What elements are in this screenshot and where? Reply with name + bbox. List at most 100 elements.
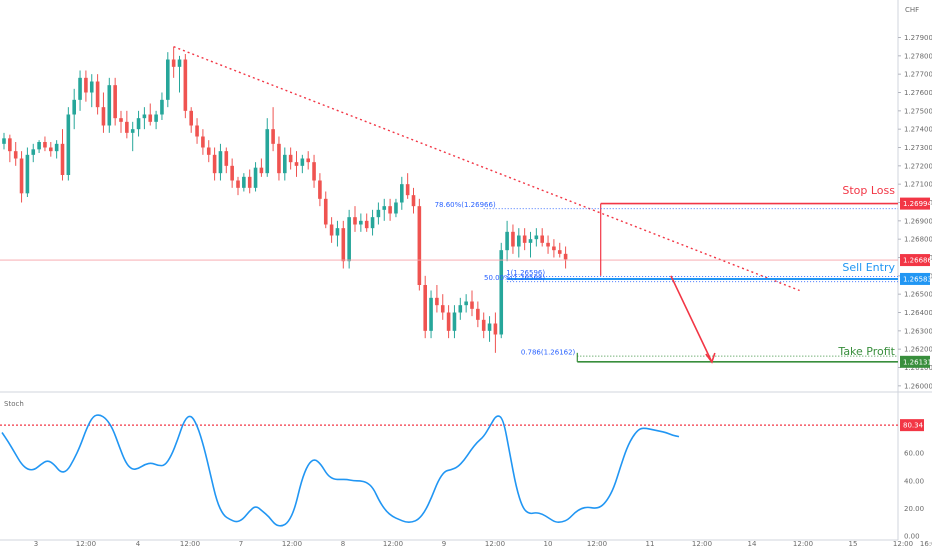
candle — [376, 202, 381, 225]
candle — [25, 147, 30, 197]
candle-body — [528, 239, 533, 243]
price-tick-label: 1.26000 — [904, 382, 932, 390]
time-tick-label: 7 — [239, 540, 243, 548]
stoch-tick-label: 60.00 — [904, 450, 924, 458]
candle-body — [522, 235, 527, 243]
candle-body — [125, 121, 129, 133]
candle-body — [101, 107, 106, 126]
candle-body — [382, 206, 387, 210]
candle-body — [347, 217, 351, 262]
candle-body — [259, 167, 264, 174]
candle-body — [499, 250, 504, 335]
candle-body — [540, 235, 544, 243]
candle — [511, 224, 515, 254]
price-tick-label: 1.27300 — [904, 144, 932, 152]
candle — [8, 134, 12, 163]
candle-body — [359, 220, 363, 225]
time-tick-label: 12:00 — [180, 540, 200, 548]
candle — [78, 70, 82, 111]
stoch-tick-label: 0.00 — [904, 533, 920, 541]
candle — [288, 147, 293, 170]
candle-body — [177, 59, 182, 67]
candle-body — [405, 184, 410, 196]
candle-body — [78, 77, 82, 100]
time-tick-label: 12:00 — [893, 540, 913, 548]
candle — [160, 92, 164, 120]
candle-body — [446, 312, 451, 331]
candle-body — [364, 220, 369, 229]
time-tick-label: 12:00 — [793, 540, 813, 548]
price-tick-label: 1.26800 — [904, 236, 932, 244]
candle — [166, 52, 170, 108]
time-tick-label: 4 — [136, 540, 141, 548]
price-tick-label: 1.27800 — [904, 52, 932, 60]
candle-body — [253, 167, 258, 188]
candle — [517, 228, 521, 258]
candle — [148, 103, 153, 126]
candle — [487, 316, 492, 342]
candle-body — [470, 301, 474, 309]
candle-body — [37, 142, 41, 150]
candle — [540, 228, 544, 247]
take-profit-price-tag-text: 1.26131 — [903, 358, 932, 366]
price-tick-label: 1.27700 — [904, 71, 932, 79]
candle-body — [458, 305, 463, 313]
candle — [189, 107, 193, 133]
time-tick-label: 14 — [748, 540, 757, 548]
candle-body — [271, 129, 275, 144]
price-tick-label: 1.27900 — [904, 34, 932, 42]
price-tick-label: 1.26200 — [904, 346, 932, 354]
candle — [446, 305, 451, 339]
price-tick-label: 1.26400 — [904, 309, 932, 317]
candle-body — [487, 323, 492, 331]
fib-level-label: 50.00%(1.26568) — [484, 274, 545, 282]
current-price-tag-text: 1.26686 — [903, 257, 932, 265]
candle — [563, 246, 568, 269]
candle-body — [49, 147, 53, 152]
candle — [440, 294, 445, 320]
candle — [347, 209, 351, 269]
candle — [136, 110, 141, 137]
candle — [247, 169, 252, 194]
candle-body — [195, 125, 199, 137]
time-tick-label: 3 — [34, 540, 38, 548]
candle-body — [236, 180, 240, 188]
candle — [177, 55, 182, 93]
price-axis[interactable]: 1.26000 1.26100 1.26200 1.26300 1.26400 1.265… — [898, 34, 932, 541]
take-profit-price-tag — [900, 355, 930, 368]
candle-body — [13, 151, 18, 159]
candle-body — [265, 129, 270, 174]
candle-body — [306, 158, 310, 163]
candle — [89, 74, 94, 108]
fib-level-label: 1(1.26596) — [506, 269, 545, 277]
candle — [283, 147, 287, 181]
stop-loss-price-tag — [900, 197, 930, 210]
candle-body — [224, 151, 229, 166]
candle-body — [136, 118, 141, 130]
time-tick-label: 10 — [544, 540, 553, 548]
candle-body — [481, 319, 486, 331]
current-price-tag — [900, 254, 930, 267]
candle — [2, 132, 6, 150]
candle — [458, 297, 463, 320]
candle — [528, 231, 533, 258]
candle — [66, 107, 71, 181]
candle-body — [183, 59, 188, 111]
candle — [499, 242, 504, 339]
candle-body — [154, 114, 158, 122]
stoch-line — [1, 414, 680, 527]
candle-body — [2, 138, 6, 144]
candle — [335, 220, 340, 247]
time-axis[interactable]: 3 12:00 4 12:00 7 12:00 8 12:00 9 12:00 10 12:00 11 1… — [34, 540, 932, 548]
overlays-layer: 78.60%(1.26966) 1(1.26596)50.00%(1.26568)… — [0, 46, 898, 364]
candle-body — [19, 158, 24, 194]
price-tick-label: 1.26500 — [904, 291, 932, 299]
candle-body — [429, 297, 433, 331]
candle-body — [113, 85, 117, 119]
candle — [388, 198, 392, 221]
candle-body — [43, 142, 47, 148]
candle-body — [394, 202, 398, 214]
candle — [195, 118, 199, 144]
